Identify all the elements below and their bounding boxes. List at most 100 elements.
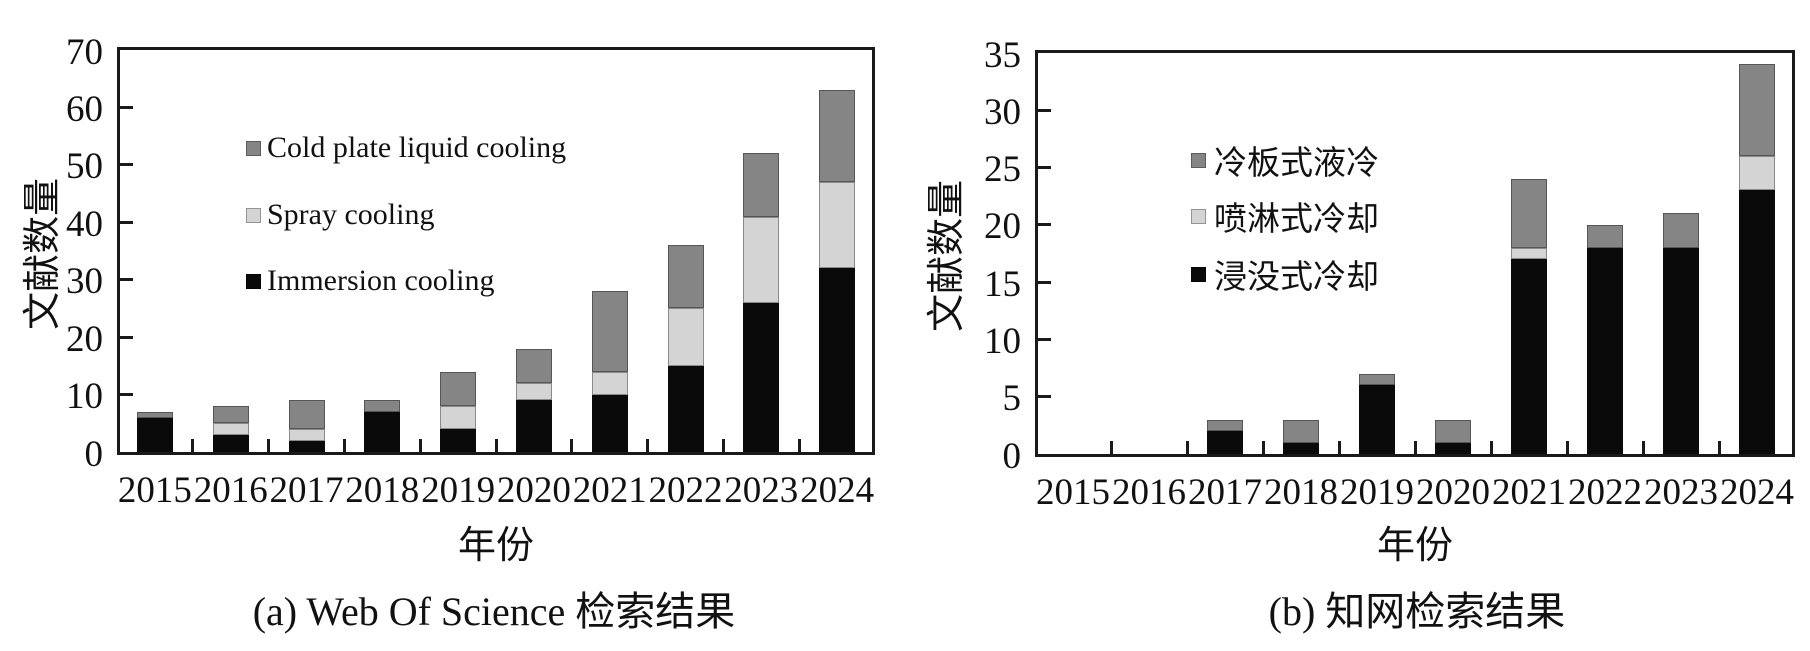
- x-tick-mark: [1717, 441, 1721, 454]
- bar-segment: [515, 400, 552, 452]
- bar-segment: [288, 400, 325, 430]
- x-tick-mark: [570, 439, 574, 452]
- chart-caption: (a) Web Of Science 检索结果: [252, 589, 736, 634]
- legend-item: Spray cooling: [246, 197, 434, 233]
- x-tick-label: 2021: [1492, 472, 1566, 513]
- y-tick-mark: [120, 393, 133, 397]
- bar-segment: [1283, 419, 1319, 443]
- x-tick-mark: [1489, 441, 1493, 454]
- x-tick-label: 2022: [1568, 472, 1642, 513]
- x-axis-label: 年份: [457, 525, 534, 567]
- bar-segment: [1283, 442, 1319, 454]
- bar-2019: [440, 371, 477, 452]
- bar-2020: [515, 348, 552, 452]
- y-tick-label: 20: [66, 318, 103, 360]
- bar-2022: [1587, 224, 1623, 454]
- x-tick-mark: [1109, 441, 1113, 454]
- bar-segment: [1739, 156, 1775, 191]
- y-tick-mark: [1038, 280, 1051, 284]
- x-tick-label: 2017: [1188, 472, 1262, 513]
- x-tick-mark: [1261, 441, 1265, 454]
- bar-segment: [591, 394, 628, 452]
- bar-2021: [591, 291, 628, 452]
- x-tick-mark: [267, 439, 271, 452]
- y-tick-label: 25: [984, 149, 1021, 191]
- x-tick-label: 2019: [1340, 472, 1414, 513]
- bar-2018: [1283, 419, 1319, 454]
- legend-swatch: [246, 273, 261, 289]
- bar-segment: [136, 417, 173, 452]
- x-tick-mark: [646, 439, 650, 452]
- bar-2023: [1663, 213, 1699, 454]
- legend-swatch: [1191, 152, 1206, 168]
- x-tick-mark: [342, 439, 346, 452]
- bar-2016: [212, 406, 249, 452]
- x-tick-label: 2020: [1416, 472, 1490, 513]
- y-tick-label: 50: [66, 146, 103, 188]
- legend-item: 冷板式液冷: [1191, 142, 1379, 182]
- bar-segment: [515, 348, 552, 384]
- x-tick-label: 2022: [648, 470, 723, 511]
- bar-segment: [1511, 259, 1547, 454]
- legend-item: 浸没式冷却: [1191, 256, 1379, 296]
- bar-segment: [212, 406, 249, 424]
- bar-segment: [819, 268, 856, 452]
- x-tick-mark: [191, 439, 195, 452]
- x-tick-mark: [1565, 441, 1569, 454]
- legend-swatch: [246, 207, 261, 223]
- y-tick-mark: [120, 163, 133, 167]
- y-tick-label: 15: [984, 263, 1021, 305]
- x-tick-label: 2023: [724, 470, 799, 511]
- bar-segment: [212, 434, 249, 452]
- legend-swatch: [246, 140, 261, 156]
- bar-segment: [1511, 179, 1547, 248]
- bar-segment: [364, 411, 401, 452]
- bar-segment: [136, 411, 173, 418]
- bar-2023: [743, 153, 780, 452]
- y-axis-label: 文献数量: [926, 179, 969, 332]
- bar-segment: [440, 429, 477, 452]
- bar-segment: [212, 423, 249, 435]
- bar-segment: [743, 216, 780, 303]
- legend-label: Immersion cooling: [267, 264, 495, 297]
- x-tick-label: 2019: [421, 470, 496, 511]
- bar-2020: [1435, 419, 1471, 454]
- x-tick-label: 2024: [1720, 472, 1794, 513]
- legend-label: 冷板式液冷: [1214, 146, 1379, 182]
- bar-segment: [667, 308, 704, 366]
- bar-segment: [1739, 190, 1775, 454]
- legend-item: Immersion cooling: [246, 263, 494, 299]
- x-tick-mark: [1413, 441, 1417, 454]
- bar-segment: [1435, 419, 1471, 443]
- bar-segment: [1587, 224, 1623, 248]
- legend-label: Spray cooling: [267, 198, 435, 231]
- x-tick-label: 2015: [117, 470, 192, 511]
- x-tick-mark: [494, 439, 498, 452]
- bar-segment: [1587, 247, 1623, 454]
- x-tick-label: 2020: [496, 470, 571, 511]
- bar-segment: [440, 406, 477, 430]
- y-tick-mark: [1038, 223, 1051, 227]
- x-tick-label: 2018: [345, 470, 420, 511]
- bar-2024: [819, 90, 856, 452]
- y-tick-mark: [1038, 108, 1051, 112]
- plot-area-b: [1035, 50, 1795, 457]
- bar-2015: [136, 411, 173, 452]
- y-tick-label: 0: [1002, 435, 1022, 477]
- y-tick-mark: [1038, 337, 1051, 341]
- y-tick-label: 60: [66, 88, 103, 130]
- x-tick-label: 2021: [572, 470, 647, 511]
- x-tick-mark: [1641, 441, 1645, 454]
- bar-segment: [743, 302, 780, 452]
- bar-segment: [1663, 213, 1699, 248]
- x-tick-label: 2017: [269, 470, 344, 511]
- bar-segment: [667, 365, 704, 452]
- x-tick-mark: [721, 439, 725, 452]
- y-tick-label: 5: [1002, 378, 1022, 420]
- bar-segment: [364, 400, 401, 412]
- x-tick-label: 2024: [800, 470, 875, 511]
- y-tick-mark: [1038, 395, 1051, 399]
- bar-segment: [288, 440, 325, 452]
- legend-label: 浸没式冷却: [1214, 260, 1379, 296]
- y-tick-mark: [1038, 166, 1051, 170]
